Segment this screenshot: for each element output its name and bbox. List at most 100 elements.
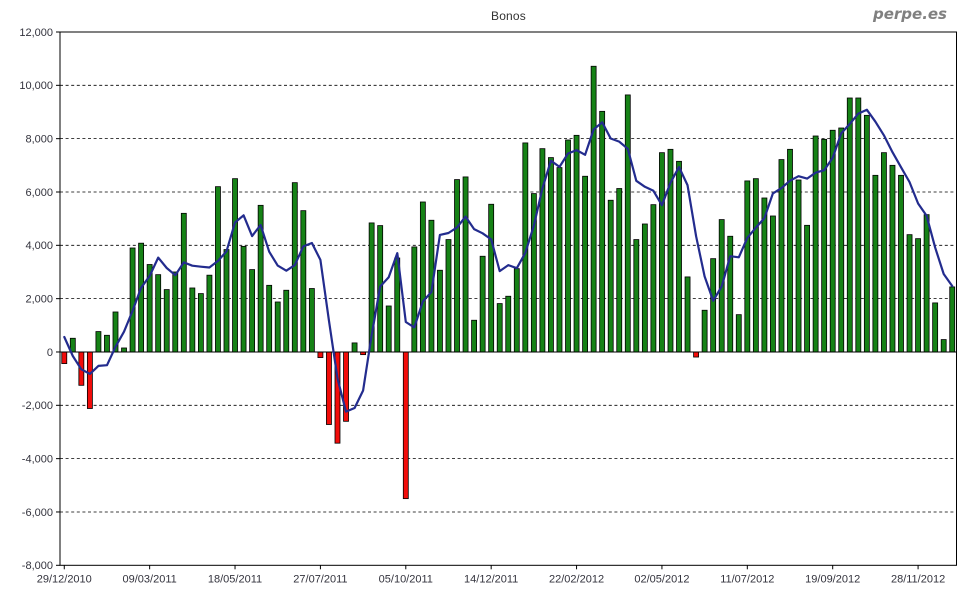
weekly-bar: [693, 351, 699, 358]
moving-average-line: [63, 108, 954, 413]
x-tick-label: 18/05/2011: [208, 573, 262, 585]
weekly-bar: [727, 235, 734, 353]
weekly-bar: [232, 178, 238, 353]
weekly-bar: [471, 319, 477, 353]
weekly-bar: [138, 242, 145, 353]
weekly-bar: [419, 201, 426, 353]
weekly-bar: [932, 302, 939, 353]
weekly-bar: [189, 287, 196, 353]
weekly-bar: [86, 351, 93, 409]
weekly-bar: [121, 347, 127, 353]
weekly-bar: [274, 301, 281, 353]
weekly-bar: [599, 110, 606, 353]
weekly-bar: [744, 180, 751, 353]
weekly-bar: [180, 212, 187, 353]
weekly-bar: [863, 114, 870, 353]
weekly-bar: [283, 289, 290, 353]
weekly-bar: [266, 284, 273, 353]
watermark: perpe.es: [872, 5, 947, 23]
weekly-bar: [650, 204, 657, 353]
x-tick-label: 14/12/2011: [464, 573, 518, 585]
weekly-bar: [496, 303, 503, 353]
weekly-bar: [582, 175, 588, 353]
weekly-bar: [812, 135, 819, 353]
y-tick-label: -8,000: [22, 560, 53, 572]
y-tick-label: -2,000: [22, 400, 53, 412]
weekly-bar: [923, 214, 930, 353]
weekly-bar: [240, 245, 247, 353]
weekly-bar: [846, 97, 853, 353]
weekly-bar: [385, 305, 392, 353]
weekly-bar: [855, 97, 862, 353]
weekly-bar: [454, 179, 460, 353]
x-tick-label: 09/03/2011: [123, 573, 177, 585]
chart-title: Bonos: [490, 9, 527, 23]
weekly-bar: [513, 268, 520, 353]
weekly-bar: [129, 247, 136, 353]
weekly-bar: [215, 186, 221, 353]
weekly-bar: [462, 176, 469, 353]
weekly-bar: [317, 351, 324, 358]
weekly-bar: [616, 188, 623, 353]
weekly-bar: [548, 157, 554, 353]
weekly-bar: [684, 276, 691, 353]
y-tick-label: 2,000: [25, 293, 53, 305]
weekly-bar: [633, 239, 640, 353]
x-tick-label: 22/02/2012: [549, 573, 604, 585]
weekly-bar: [155, 274, 162, 353]
weekly-bar: [95, 331, 102, 353]
weekly-bar: [838, 127, 845, 353]
x-tick-label: 28/11/2012: [891, 573, 945, 585]
weekly-bar: [676, 160, 682, 353]
weekly-bar: [898, 174, 904, 353]
weekly-bar: [479, 255, 486, 353]
weekly-bar: [752, 178, 759, 353]
weekly-bar: [590, 65, 597, 353]
weekly-bar: [223, 249, 230, 353]
weekly-bar: [300, 210, 307, 353]
weekly-bar: [889, 164, 896, 353]
y-tick-label: -6,000: [22, 507, 53, 519]
x-tick-label: 02/05/2012: [634, 573, 689, 585]
weekly-bar: [624, 94, 631, 353]
y-tick-label: 12,000: [19, 27, 53, 39]
weekly-bar: [556, 167, 563, 353]
y-tick-label: 10,000: [19, 80, 53, 92]
weekly-bar: [906, 234, 913, 353]
weekly-bar: [641, 223, 648, 353]
weekly-bar: [915, 238, 921, 353]
weekly-bar: [326, 351, 332, 425]
weekly-bar: [565, 139, 571, 353]
y-tick-label: 8,000: [25, 133, 53, 145]
weekly-bar: [488, 203, 495, 353]
weekly-bar: [104, 334, 110, 353]
weekly-bar: [172, 271, 179, 353]
x-tick-label: 29/12/2010: [37, 573, 92, 585]
weekly-bar: [351, 342, 358, 353]
weekly-bar: [710, 258, 717, 353]
weekly-bar: [949, 286, 956, 353]
y-tick-label: -4,000: [22, 453, 53, 465]
weekly-bar: [829, 129, 836, 353]
x-tick-label: 05/10/2011: [379, 573, 433, 585]
weekly-bar: [735, 314, 742, 353]
weekly-bar: [445, 239, 452, 353]
weekly-bar: [249, 269, 256, 353]
plot-frame: [59, 31, 957, 566]
x-tick-label: 11/07/2012: [720, 573, 774, 585]
weekly-bar: [61, 351, 68, 364]
weekly-bar: [795, 179, 802, 353]
weekly-bar: [701, 309, 708, 353]
weekly-bar: [872, 174, 879, 353]
y-tick-label: 4,000: [25, 240, 53, 252]
weekly-bar: [940, 339, 947, 353]
y-tick-label: 6,000: [25, 187, 53, 199]
weekly-bar: [411, 246, 418, 353]
weekly-bar: [163, 289, 170, 353]
weekly-bar: [770, 215, 776, 353]
weekly-bar: [197, 293, 204, 353]
weekly-bar: [308, 288, 315, 353]
y-tick-label: 0: [47, 347, 53, 359]
